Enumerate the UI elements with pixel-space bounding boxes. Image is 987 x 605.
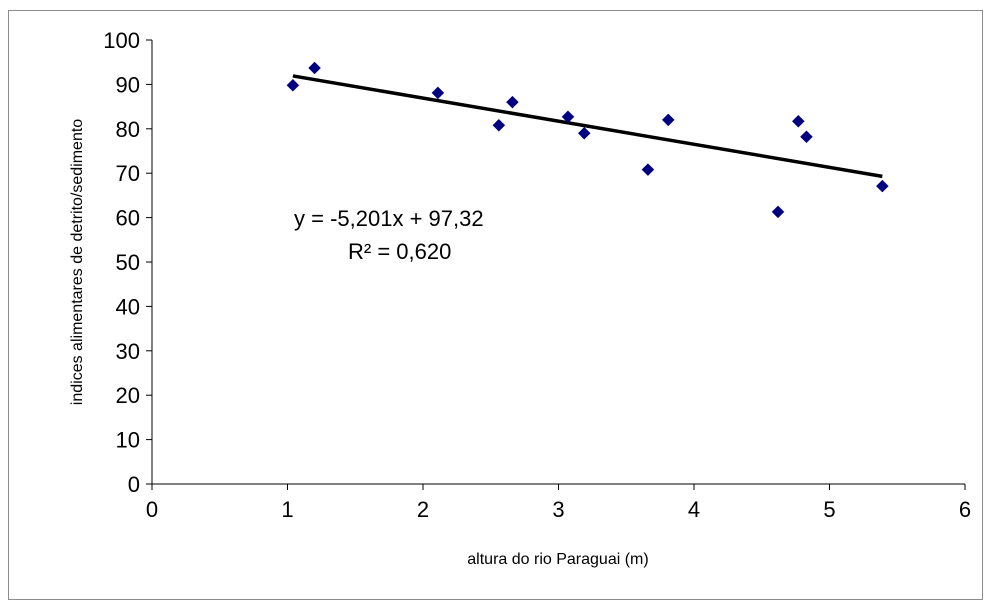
y-tick-label: 80 <box>116 117 140 142</box>
y-tick-label: 70 <box>116 161 140 186</box>
x-axis-ticks: 0 1 2 3 4 5 6 <box>146 484 971 522</box>
y-tick-label: 50 <box>116 250 140 275</box>
data-point <box>800 130 813 144</box>
x-tick-label: 4 <box>688 497 700 522</box>
data-point <box>308 61 321 75</box>
y-tick-label: 40 <box>116 294 140 319</box>
trendline-group <box>292 74 883 179</box>
x-tick-label: 3 <box>552 497 564 522</box>
y-tick-label: 100 <box>103 28 140 53</box>
x-tick-label: 2 <box>417 497 429 522</box>
chart-frame <box>8 10 983 600</box>
data-point <box>577 126 591 140</box>
equation-annotation: y = -5,201x + 97,32 <box>294 206 484 231</box>
y-tick-label: 30 <box>116 339 140 364</box>
y-tick-label: 20 <box>116 383 140 408</box>
data-point <box>492 118 506 132</box>
x-tick-label: 1 <box>281 497 293 522</box>
y-tick-label: 90 <box>116 72 140 97</box>
y-axis-title: indices alimentares de detrito/sedimento <box>69 119 86 405</box>
data-point <box>431 86 445 100</box>
x-axis-title: altura do rio Paraguai (m) <box>467 551 648 568</box>
data-points <box>286 61 889 219</box>
data-point <box>791 114 805 128</box>
x-tick-label: 0 <box>146 497 158 522</box>
data-point <box>641 163 655 177</box>
data-point <box>661 113 675 127</box>
y-tick-label: 60 <box>116 206 140 231</box>
data-point <box>561 110 575 124</box>
data-point <box>286 78 300 92</box>
data-point <box>771 205 785 219</box>
y-tick-label: 0 <box>128 472 140 497</box>
y-tick-label: 10 <box>116 428 140 453</box>
data-point <box>875 179 889 193</box>
x-tick-label: 6 <box>959 497 971 522</box>
data-point <box>506 95 519 109</box>
r-squared-annotation: R² = 0,620 <box>348 239 451 264</box>
trendline <box>292 74 883 179</box>
x-tick-label: 5 <box>823 497 835 522</box>
y-axis-ticks: 0 10 20 30 40 50 60 70 80 90 100 <box>103 28 152 497</box>
